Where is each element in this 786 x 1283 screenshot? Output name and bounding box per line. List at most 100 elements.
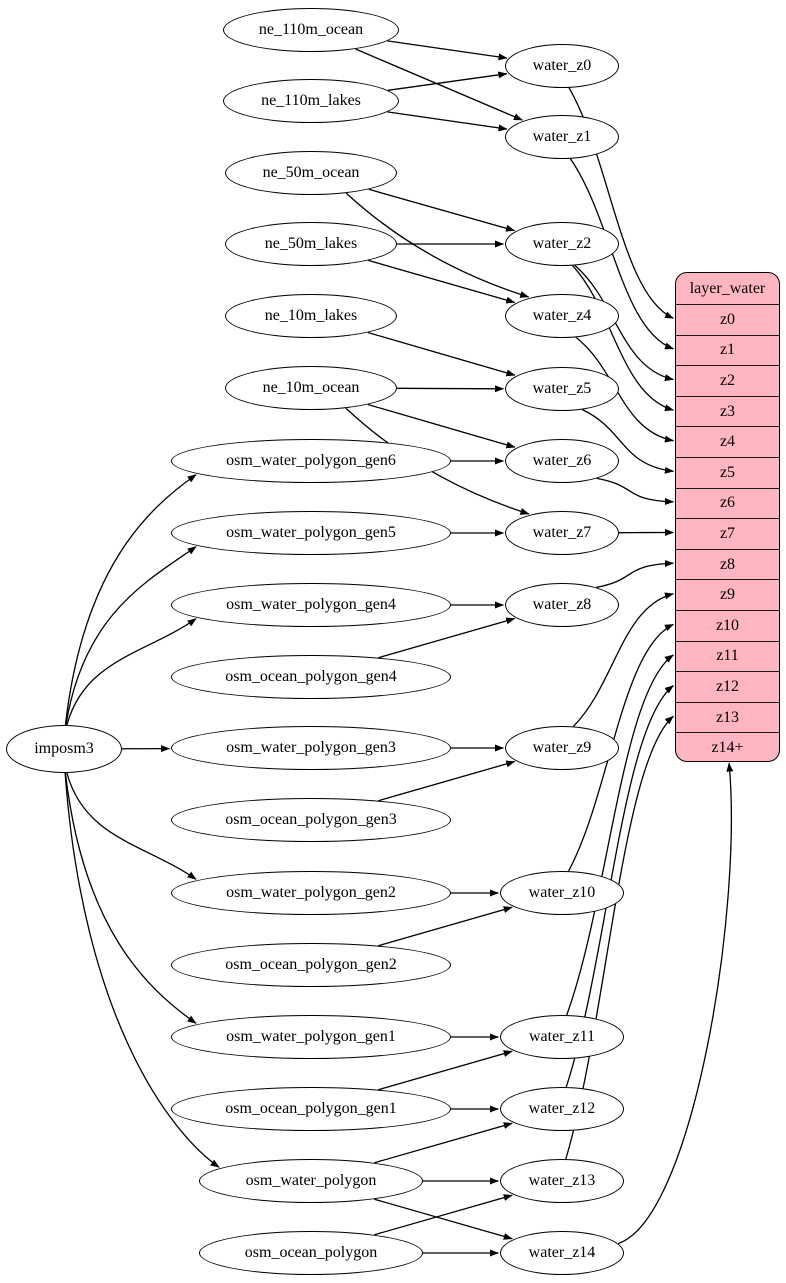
edge-imposm3-to-osm-water-polygon-gen6	[64, 474, 197, 726]
node-label-water-z7: water_z7	[532, 524, 592, 541]
node-water-z7: water_z7	[505, 511, 619, 555]
node-osm-ocean-polygon-gen4: osm_ocean_polygon_gen4	[171, 655, 451, 699]
edge-water-z14-to-layer-water-z14plus	[617, 762, 734, 1245]
node-label-water-z8: water_z8	[532, 596, 592, 613]
node-ne-50m-lakes: ne_50m_lakes	[225, 222, 397, 266]
edge-imposm3-to-osm-water-polygon-gen1	[64, 772, 197, 1024]
edge-water-z2-to-layer-water-z3	[572, 265, 674, 412]
node-water-z1: water_z1	[505, 115, 619, 159]
edge-water-z4-to-layer-water-z4	[575, 336, 674, 443]
record-row-z1: z1	[676, 334, 779, 366]
edge-water-z1-to-layer-water-z1	[569, 158, 674, 350]
node-label-osm-water-polygon: osm_water_polygon	[245, 1172, 377, 1189]
edge-water-z10-to-layer-water-z10	[568, 623, 674, 872]
node-label-ne-110m-lakes: ne_110m_lakes	[261, 92, 361, 109]
node-osm-water-polygon-gen4: osm_water_polygon_gen4	[171, 583, 451, 627]
node-label-osm-water-polygon-gen6: osm_water_polygon_gen6	[226, 452, 396, 469]
record-title: layer_water	[689, 279, 766, 297]
node-label-water-z2: water_z2	[532, 235, 592, 252]
node-imposm3: imposm3	[6, 725, 122, 773]
record-row-z4: z4	[676, 426, 779, 457]
node-water-z2: water_z2	[505, 222, 619, 266]
node-label-osm-water-polygon-gen4: osm_water_polygon_gen4	[226, 596, 396, 613]
node-ne-10m-lakes: ne_10m_lakes	[225, 294, 397, 338]
edge-water-z6-to-layer-water-z6	[596, 477, 674, 506]
node-water-z9: water_z9	[505, 726, 619, 770]
node-label-water-z12: water_z12	[528, 1100, 596, 1117]
node-osm-water-polygon: osm_water_polygon	[199, 1159, 423, 1203]
node-osm-water-polygon-gen1: osm_water_polygon_gen1	[171, 1015, 451, 1059]
edge-osm-water-polygon-to-water-z14	[374, 1198, 513, 1240]
edge-ne-50m-ocean-to-water-z4	[345, 192, 530, 298]
node-water-z8: water_z8	[505, 583, 619, 627]
node-label-water-z13: water_z13	[528, 1172, 596, 1189]
node-label-ne-110m-ocean: ne_110m_ocean	[258, 21, 364, 38]
node-label-osm-ocean-polygon-gen3: osm_ocean_polygon_gen3	[225, 811, 397, 828]
node-label-ne-50m-lakes: ne_50m_lakes	[264, 235, 358, 252]
edge-imposm3-to-osm-water-polygon	[64, 772, 220, 1168]
edge-water-z8-to-layer-water-z8	[596, 560, 674, 589]
edge-group	[64, 40, 734, 1257]
edge-water-z5-to-layer-water-z5	[582, 409, 674, 474]
node-water-z12: water_z12	[500, 1087, 624, 1131]
node-osm-water-polygon-gen5: osm_water_polygon_gen5	[171, 511, 451, 555]
node-osm-ocean-polygon: osm_ocean_polygon	[199, 1231, 423, 1275]
node-ne-10m-ocean: ne_10m_ocean	[225, 366, 397, 410]
edge-imposm3-to-osm-water-polygon-gen5	[65, 546, 197, 726]
node-label-imposm3: imposm3	[34, 740, 94, 757]
node-label-ne-10m-lakes: ne_10m_lakes	[264, 307, 358, 324]
edge-ne-110m-ocean-to-water-z1	[355, 48, 523, 121]
node-osm-water-polygon-gen2: osm_water_polygon_gen2	[171, 871, 451, 915]
edge-osm-ocean-polygon-gen2-to-water-z10	[378, 906, 513, 947]
edge-osm-ocean-polygon-gen4-to-water-z8	[378, 617, 516, 659]
edge-osm-ocean-polygon-gen1-to-water-z11	[378, 1050, 513, 1091]
edge-osm-ocean-polygon-to-water-z13	[374, 1194, 513, 1236]
node-label-water-z6: water_z6	[532, 452, 592, 469]
node-label-osm-water-polygon-gen5: osm_water_polygon_gen5	[226, 524, 396, 541]
node-label-osm-ocean-polygon-gen4: osm_ocean_polygon_gen4	[225, 668, 397, 685]
node-water-z14: water_z14	[500, 1231, 624, 1275]
node-water-z13: water_z13	[500, 1159, 624, 1203]
edge-ne-50m-ocean-to-water-z2	[368, 188, 515, 232]
node-osm-ocean-polygon-gen2: osm_ocean_polygon_gen2	[171, 943, 451, 987]
edge-ne-110m-lakes-to-water-z1	[387, 111, 508, 132]
node-label-water-z4: water_z4	[532, 307, 592, 324]
edge-ne-110m-lakes-to-water-z0	[387, 71, 508, 91]
node-label-water-z14: water_z14	[528, 1244, 596, 1261]
node-label-osm-water-polygon-gen2: osm_water_polygon_gen2	[226, 884, 396, 901]
record-row-z11: z11	[676, 640, 779, 672]
node-label-water-z5: water_z5	[532, 380, 592, 397]
node-label-water-z9: water_z9	[532, 739, 592, 756]
node-water-z11: water_z11	[500, 1015, 624, 1059]
node-water-z6: water_z6	[505, 439, 619, 483]
record-row-z8: z8	[676, 548, 779, 580]
node-osm-water-polygon-gen3: osm_water_polygon_gen3	[171, 726, 451, 770]
edge-ne-110m-ocean-to-water-z0	[387, 40, 508, 61]
record-row-z12: z12	[676, 671, 779, 702]
edge-imposm3-to-osm-water-polygon-gen4	[66, 618, 197, 726]
record-row-z6: z6	[676, 487, 779, 519]
edge-ne-10m-ocean-to-water-z5	[396, 385, 504, 393]
node-osm-ocean-polygon-gen3: osm_ocean_polygon_gen3	[171, 798, 451, 842]
node-label-osm-water-polygon-gen1: osm_water_polygon_gen1	[226, 1028, 396, 1045]
record-row-z0: z0	[676, 304, 779, 335]
node-water-z0: water_z0	[505, 44, 619, 88]
node-label-water-z0: water_z0	[532, 57, 592, 74]
edge-osm-water-polygon-to-water-z12	[374, 1122, 513, 1164]
edge-ne-10m-lakes-to-water-z5	[367, 331, 516, 377]
node-ne-110m-lakes: ne_110m_lakes	[223, 79, 399, 123]
record-layer-water: layer_water z0 z1 z2 z3 z4 z5 z6 z7 z8 z9 z10 z11 z12…	[675, 272, 780, 762]
node-osm-ocean-polygon-gen1: osm_ocean_polygon_gen1	[171, 1087, 451, 1131]
node-label-water-z11: water_z11	[528, 1028, 596, 1045]
edge-water-z11-to-layer-water-z11	[566, 654, 674, 1016]
edge-ne-50m-lakes-to-water-z4	[368, 259, 516, 304]
node-label-ne-10m-ocean: ne_10m_ocean	[262, 379, 360, 396]
node-osm-water-polygon-gen6: osm_water_polygon_gen6	[171, 439, 451, 483]
node-label-water-z1: water_z1	[532, 128, 592, 145]
node-label-osm-ocean-polygon: osm_ocean_polygon	[244, 1244, 378, 1261]
node-label-osm-ocean-polygon-gen2: osm_ocean_polygon_gen2	[225, 956, 397, 973]
edge-imposm3-to-osm-water-polygon-gen2	[66, 772, 197, 880]
record-row-z7: z7	[676, 518, 779, 549]
